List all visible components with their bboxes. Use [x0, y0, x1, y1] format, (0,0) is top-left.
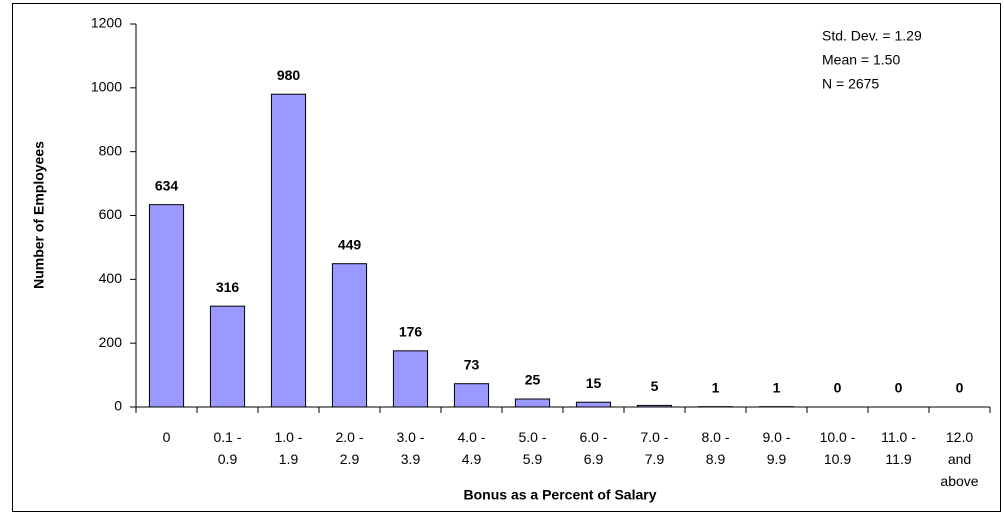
x-tick-label-line: 0 — [163, 429, 171, 445]
bar — [575, 401, 612, 408]
x-tick-label: 6.0 - 6.9 — [579, 429, 607, 467]
x-tick-label-line: 2.0 - — [335, 429, 363, 445]
x-tick-label-line: and — [948, 451, 971, 467]
x-tick-label: 8.0 - 8.9 — [701, 429, 729, 467]
x-tick-label-line: 5.9 — [523, 451, 543, 467]
x-tick-label-line: 11.0 - — [881, 429, 916, 445]
x-tick-label-line: 0.9 — [218, 451, 238, 467]
x-tick-label-line: 1.9 — [279, 451, 299, 467]
x-tick-label-line: 10.0 - — [820, 429, 856, 445]
data-label: 15 — [586, 375, 602, 391]
x-tick-label-line: 9.0 - — [762, 429, 790, 445]
data-label: 980 — [277, 67, 301, 83]
annotation: Mean = 1.50 — [822, 52, 900, 68]
y-tick-label: 1200 — [91, 15, 122, 31]
data-label: 449 — [338, 236, 362, 252]
annotation: N = 2675 — [822, 76, 879, 92]
bar — [270, 93, 307, 408]
x-tick-label-line: 7.0 - — [640, 429, 668, 445]
bar — [453, 383, 490, 408]
bar — [209, 305, 246, 408]
x-tick-label-line: 3.0 - — [396, 429, 424, 445]
data-label: 0 — [895, 380, 903, 396]
x-tick-label-line: 10.9 — [824, 451, 851, 467]
x-tick-label-line: 9.9 — [767, 451, 787, 467]
x-tick-label: 3.0 - 3.9 — [396, 429, 424, 467]
data-label: 73 — [464, 356, 480, 372]
y-tick-label: 1000 — [91, 79, 122, 95]
x-tick-label-line: 6.0 - — [579, 429, 607, 445]
data-label: 0 — [834, 380, 842, 396]
y-tick-label: 0 — [114, 398, 122, 414]
x-axis-title: Bonus as a Percent of Salary — [464, 487, 657, 503]
x-tick-label: 9.0 - 9.9 — [762, 429, 790, 467]
y-tick-label: 600 — [99, 206, 123, 222]
data-label: 25 — [525, 372, 541, 388]
x-tick-label: 0.1 - 0.9 — [213, 429, 241, 467]
x-tick-label: 4.0 - 4.9 — [457, 429, 485, 467]
bar — [148, 204, 185, 408]
x-tick-label-line: 7.9 — [645, 451, 665, 467]
data-label: 634 — [155, 177, 179, 193]
bar — [514, 398, 551, 408]
x-tick-label-line: above — [940, 473, 978, 489]
x-tick-label-line: 4.0 - — [457, 429, 485, 445]
x-tick-label-line: 2.9 — [340, 451, 360, 467]
x-tick-label-line: 8.0 - — [701, 429, 729, 445]
annotation: Std. Dev. = 1.29 — [822, 28, 922, 44]
x-tick-label-line: 3.9 — [401, 451, 421, 467]
data-label: 1 — [712, 379, 720, 395]
x-tick-label: 1.0 - 1.9 — [274, 429, 302, 467]
x-tick-label-line: 6.9 — [584, 451, 604, 467]
x-tick-label: 2.0 - 2.9 — [335, 429, 363, 467]
x-tick-label: 7.0 - 7.9 — [640, 429, 668, 467]
x-tick-label-line: 4.9 — [462, 451, 482, 467]
x-tick-label-line: 12.0 — [946, 429, 973, 445]
x-tick-label: 12.0 and above — [940, 429, 978, 489]
x-tick-label: 10.0 - 10.9 — [820, 429, 856, 467]
y-tick-label: 200 — [99, 334, 123, 350]
y-tick-label: 400 — [99, 270, 123, 286]
bar — [331, 263, 368, 408]
data-label: 176 — [399, 324, 423, 340]
x-tick-label: 0 — [163, 429, 171, 445]
data-label: 1 — [773, 379, 781, 395]
x-tick-label: 11.0 - 11.9 — [881, 429, 916, 467]
x-tick-label-line: 5.0 - — [518, 429, 546, 445]
data-label: 5 — [651, 378, 659, 394]
data-label: 316 — [216, 279, 240, 295]
bar — [392, 350, 429, 408]
x-tick-label-line: 8.9 — [706, 451, 726, 467]
x-tick-label-line: 0.1 - — [213, 429, 241, 445]
y-tick-label: 800 — [99, 142, 123, 158]
x-tick-label-line: 1.0 - — [274, 429, 302, 445]
x-tick-label-line: 11.9 — [885, 451, 911, 467]
data-label: 0 — [956, 380, 964, 396]
x-tick-label: 5.0 - 5.9 — [518, 429, 546, 467]
chart-frame — [12, 3, 1001, 512]
y-axis-title: Number of Employees — [31, 141, 47, 289]
